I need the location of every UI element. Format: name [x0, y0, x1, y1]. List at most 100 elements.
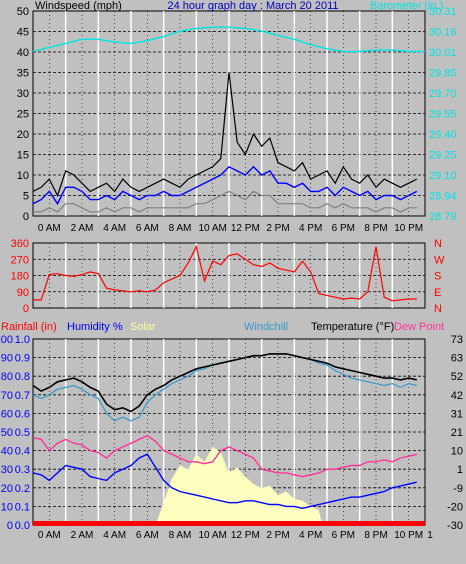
wind-gust-line [32, 72, 418, 198]
windspeed-tick: 5 [23, 191, 29, 203]
barometer-axis-label: Barometer (in.) [370, 0, 443, 12]
x-tick-label: 2 PM [266, 223, 289, 234]
barometer-tick: 29.85 [429, 68, 457, 80]
temperature-tick: 73 [451, 334, 463, 346]
x-tick-label: 8 AM [169, 223, 192, 234]
x-tick-label-bottom: 6 AM [136, 530, 159, 541]
x-tick-label-bottom: 4 PM [299, 530, 322, 541]
humidity-tick: 50 [1, 427, 13, 439]
humidity-tick: 20 [1, 483, 13, 495]
humidity-tick: 10 [1, 501, 13, 513]
x-tick-label-bottom: 8 PM [364, 530, 387, 541]
humidity-tick: 40 [1, 446, 13, 458]
temperature-tick: -20 [447, 501, 463, 513]
barometer-tick: 28.79 [429, 211, 457, 223]
x-tick-label: 8 PM [364, 223, 387, 234]
direction-degree-tick: 270 [11, 254, 29, 266]
temperature-tick: 31 [451, 408, 463, 420]
wind-barometer-panel: 0 5 10 15 20 25 30 35 40 45 50 28.79 28.94 29.10 29.2… [17, 0, 457, 234]
legend-humidity: Humidity % [67, 321, 123, 333]
windspeed-tick: 35 [17, 68, 29, 80]
x-tick-label-bottom: 8 AM [169, 530, 192, 541]
barometer-tick: 29.40 [429, 129, 457, 141]
barometer-tick: 29.55 [429, 109, 457, 121]
humidity-tick: 80 [1, 371, 13, 383]
x-tick-label-bottom: 2 PM [266, 530, 289, 541]
barometer-tick: 30.01 [429, 47, 457, 59]
wind-low-line [33, 190, 417, 213]
legend-dewpoint: Dew Point [394, 321, 444, 333]
legend-temperature: Temperature (°F) [311, 321, 394, 333]
x-tick-label: 4 AM [103, 223, 126, 234]
humidity-tick: 30 [1, 464, 13, 476]
rainfall-tick: 0.4 [15, 446, 30, 458]
x-tick-label: 6 AM [136, 223, 159, 234]
temperature-tick: -30 [447, 520, 463, 532]
direction-compass-tick: S [434, 271, 441, 283]
x-tick-label: 2 AM [71, 223, 94, 234]
humidity-tick: 60 [1, 408, 13, 420]
x-tick-label: 10 AM [198, 223, 226, 234]
x-tick-label: 0 AM [38, 223, 61, 234]
temperature-line [32, 353, 417, 413]
wind-average-line [32, 165, 418, 206]
humidity-tick: 0 [7, 520, 13, 532]
barometer-tick: 30.16 [429, 27, 457, 39]
barometer-tick: 28.94 [429, 191, 457, 203]
x-tick-label-bottom: 10 AM [198, 530, 226, 541]
barometer-tick: 29.70 [429, 88, 457, 100]
humidity-tick: 100 [0, 334, 13, 346]
temperature-tick: 1 [457, 464, 463, 476]
x-tick-label: 4 PM [299, 223, 322, 234]
rainfall-tick: 0.0 [15, 520, 30, 532]
rainfall-tick: 0.5 [15, 427, 30, 439]
temperature-tick: 52 [451, 371, 463, 383]
windspeed-tick: 25 [17, 109, 29, 121]
barometer-tick: 30.31 [429, 6, 457, 18]
x-tick-label-bottom: 1 [427, 530, 433, 541]
temp-humidity-panel: 0 10 20 30 40 50 60 70 80 90 100 0.0 0.1 0.2 0.3 0.4 0.5… [0, 321, 463, 541]
chart-title: 24 hour graph day : March 20 2011 [167, 0, 338, 12]
direction-compass-tick: E [434, 287, 441, 299]
x-tick-label-bottom: 0 AM [38, 530, 61, 541]
temperature-tick: 21 [451, 427, 463, 439]
x-tick-label-bottom: 10 PM [394, 530, 423, 541]
x-tick-label: 10 PM [394, 223, 423, 234]
windspeed-tick: 20 [17, 129, 29, 141]
humidity-tick: 70 [1, 390, 13, 402]
legend-rainfall: Rainfall (in) [1, 321, 57, 333]
temperature-tick: 10 [451, 446, 463, 458]
temperature-tick: 63 [451, 353, 463, 365]
barometer-line [32, 26, 425, 53]
humidity-tick: 90 [1, 353, 13, 365]
rainfall-tick: 0.6 [15, 408, 30, 420]
windspeed-tick: 0 [23, 211, 29, 223]
rainfall-tick: 0.3 [15, 464, 30, 476]
x-tick-label: 6 PM [332, 223, 355, 234]
windspeed-tick: 10 [17, 170, 29, 182]
legend-solar: Solar [130, 321, 156, 333]
windspeed-tick: 45 [17, 27, 29, 39]
direction-degree-tick: 0 [23, 303, 29, 315]
wind-direction-line [33, 244, 417, 302]
windspeed-tick: 30 [17, 88, 29, 100]
barometer-tick: 29.25 [429, 150, 457, 162]
humidity-line [32, 453, 417, 510]
direction-degree-tick: 90 [17, 287, 29, 299]
temperature-tick: 42 [451, 390, 463, 402]
x-tick-label-bottom: 2 AM [71, 530, 94, 541]
direction-compass-tick: N [434, 238, 442, 250]
windspeed-tick: 15 [17, 150, 29, 162]
direction-degree-tick: 360 [11, 238, 29, 250]
rainfall-tick: 1.0 [15, 334, 30, 346]
x-tick-label-bottom: 4 AM [103, 530, 126, 541]
rainfall-tick: 0.1 [15, 501, 30, 513]
windspeed-tick: 40 [17, 47, 29, 59]
rainfall-tick: 0.9 [15, 353, 30, 365]
x-tick-label-bottom: 6 PM [332, 530, 355, 541]
legend-windchill: Windchill [244, 321, 288, 333]
windspeed-tick: 50 [17, 6, 29, 18]
